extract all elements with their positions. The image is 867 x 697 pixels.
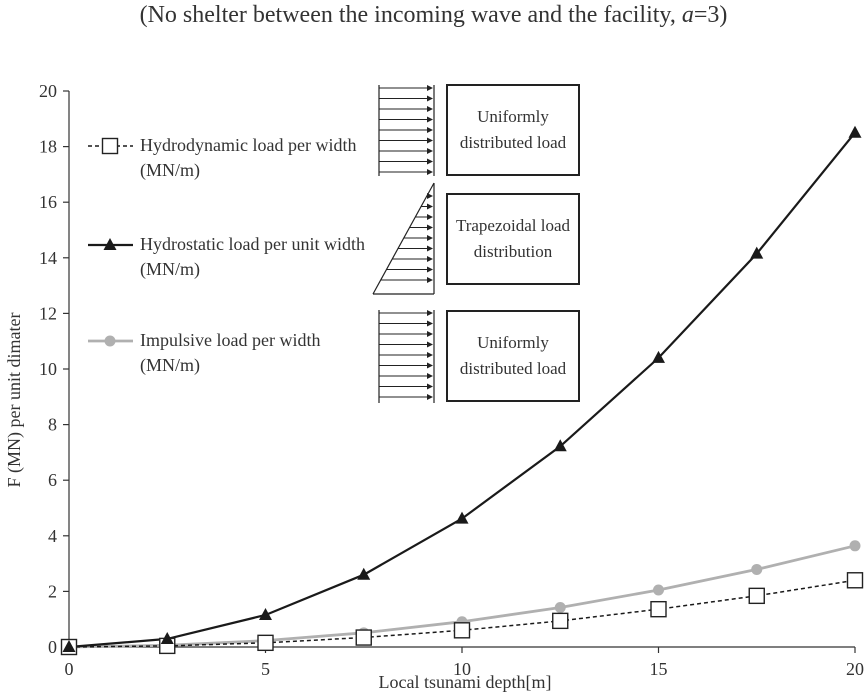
load-arrow-head	[427, 106, 433, 112]
load-arrow-head	[427, 394, 433, 400]
y-tick-label: 14	[39, 248, 57, 268]
data-point-hydrostatic	[455, 511, 469, 524]
axes	[63, 90, 856, 653]
data-point-impulsive	[751, 563, 763, 575]
load-arrow-head	[427, 266, 433, 273]
y-tick-label: 18	[39, 137, 57, 157]
load-arrow-head	[427, 116, 433, 123]
legend-marker-hydrodynamic	[101, 137, 119, 155]
load-arrow-head	[427, 245, 433, 252]
data-point-hydrostatic	[62, 640, 76, 652]
load-arrow-head	[427, 331, 433, 337]
legend-symbols	[88, 137, 133, 347]
load-arrow-head	[427, 85, 433, 91]
data-point-impulsive	[653, 584, 664, 596]
data-point-hydrodynamic	[257, 634, 274, 652]
load-arrow-head	[427, 341, 433, 348]
y-tick-label: 16	[39, 192, 57, 212]
load-arrow-head	[427, 373, 433, 379]
x-tick-label: 10	[453, 659, 471, 679]
x-tick-label: 0	[65, 659, 74, 679]
load-arrow-head	[427, 148, 433, 154]
y-tick-label: 12	[39, 303, 57, 323]
chart-title: (No shelter between the incoming wave an…	[139, 2, 728, 28]
y-tick-label: 0	[48, 637, 57, 657]
x-tick-label: 5	[261, 659, 270, 679]
load-diagrams	[372, 85, 435, 403]
data-point-hydrostatic	[357, 567, 371, 580]
legend-label-hydrostatic: Hydrostatic load per unit width (MN/m)	[140, 234, 365, 279]
data-point-hydrostatic	[259, 608, 272, 621]
data-point-hydrostatic	[848, 125, 862, 138]
data-point-hydrodynamic	[748, 587, 765, 605]
x-tick-label: 20	[846, 659, 864, 679]
data-point-hydrodynamic	[355, 629, 372, 646]
data-point-hydrodynamic	[846, 572, 864, 589]
y-tick-label: 8	[48, 415, 57, 435]
data-point-hydrodynamic	[552, 612, 569, 630]
legend-marker-impulsive	[104, 335, 116, 347]
data-point-hydrostatic	[652, 350, 665, 363]
uniform-load-box-2: Uniformly distributed load	[446, 310, 580, 402]
data-point-hydrostatic	[553, 439, 567, 452]
series-markers	[60, 125, 864, 656]
load-arrow-head	[427, 158, 433, 165]
legend-label-impulsive: Impulsive load per width (MN/m)	[140, 330, 321, 375]
load-arrow-head	[427, 95, 433, 102]
trapezoid-slope-line	[372, 182, 435, 295]
load-arrow-head	[427, 224, 433, 231]
load-arrow-head	[427, 310, 433, 316]
load-arrow-head	[427, 352, 433, 358]
legend-marker-hydrostatic	[103, 238, 117, 250]
y-tick-label: 20	[39, 81, 57, 101]
y-tick-label: 10	[39, 359, 57, 379]
uniform-load-box-1: Uniformly distributed load	[446, 84, 580, 176]
load-arrow-head	[427, 214, 433, 220]
load-arrow-head	[427, 193, 433, 199]
y-tick-label: 4	[48, 526, 57, 546]
data-point-impulsive	[554, 602, 566, 614]
y-axis-label: F (MN) per unit dimater	[4, 313, 25, 488]
trapezoidal-load-box: Trapezoidal load distribution	[446, 193, 580, 285]
data-point-hydrostatic	[160, 631, 174, 644]
load-arrow-head	[427, 137, 433, 144]
load-arrow-head	[427, 277, 433, 283]
data-point-impulsive	[849, 540, 861, 552]
load-arrow-head	[427, 235, 433, 241]
data-point-hydrodynamic	[650, 600, 667, 618]
tick-labels: 0 2 4 6 8 10 12 14 16 18 20 0 5 10 15 20	[39, 81, 864, 679]
x-axis-label: Local tsunami depth[m]	[378, 672, 552, 692]
load-arrow-head	[427, 256, 433, 262]
data-point-hydrostatic	[750, 246, 764, 259]
load-arrow-head	[427, 203, 433, 210]
load-arrow-head	[427, 362, 433, 369]
x-tick-label: 15	[650, 659, 668, 679]
load-arrow-head	[427, 169, 433, 175]
y-tick-label: 2	[48, 581, 57, 601]
load-arrow-head	[427, 383, 433, 390]
legend-label-hydrodynamic: Hydrodynamic load per width (MN/m)	[140, 135, 357, 180]
y-tick-label: 6	[48, 470, 57, 490]
load-arrow-head	[427, 127, 433, 133]
data-point-hydrodynamic	[453, 622, 471, 639]
load-arrow-head	[427, 320, 433, 327]
